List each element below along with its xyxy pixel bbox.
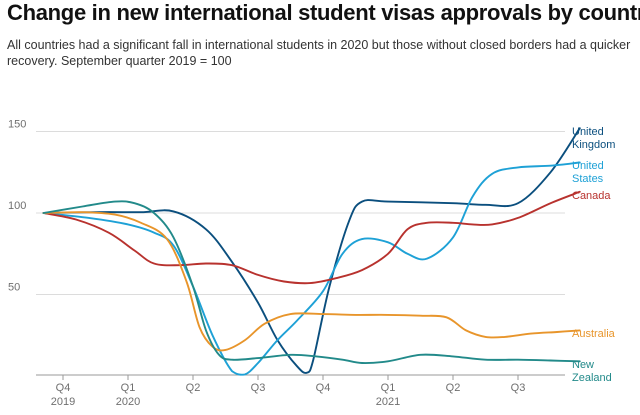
y-tick-label: 150 xyxy=(8,119,26,131)
gridlines xyxy=(36,132,565,381)
line-chart: 50 100 150 Q4 2019 Q1 2020 Q2 Q3 Q4 Q1 2021 Q2 Q3 Uni… xyxy=(0,0,640,415)
axis-labels: 50 100 150 Q4 2019 Q1 2020 Q2 Q3 Q4 Q1 2021 Q2 Q3 xyxy=(8,119,525,409)
x-tick-label: Q2 xyxy=(186,382,201,394)
x-tick-label: Q4 2019 xyxy=(51,382,75,408)
series-line-australia xyxy=(44,212,580,350)
x-tick-label: Q2 xyxy=(446,382,461,394)
series-label-new-zealand: New Zealand xyxy=(572,359,612,384)
x-tick-label: Q3 xyxy=(511,382,526,394)
series-line-united-kingdom xyxy=(44,128,580,373)
series-labels: United Kingdom United States Canada Australia… xyxy=(572,126,616,384)
series-line-united-states xyxy=(44,163,580,375)
x-tick-label: Q4 xyxy=(316,382,331,394)
x-tick-label: Q1 2021 xyxy=(376,382,400,408)
series-label-canada: Canada xyxy=(572,190,611,202)
x-tick-label: Q1 2020 xyxy=(116,382,140,408)
y-tick-label: 100 xyxy=(8,200,26,212)
series-label-australia: Australia xyxy=(572,328,616,340)
y-tick-label: 50 xyxy=(8,282,20,294)
series-lines xyxy=(44,128,580,374)
x-tick-label: Q3 xyxy=(251,382,266,394)
series-label-united-states: United States xyxy=(572,160,604,185)
series-label-united-kingdom: United Kingdom xyxy=(572,126,615,151)
